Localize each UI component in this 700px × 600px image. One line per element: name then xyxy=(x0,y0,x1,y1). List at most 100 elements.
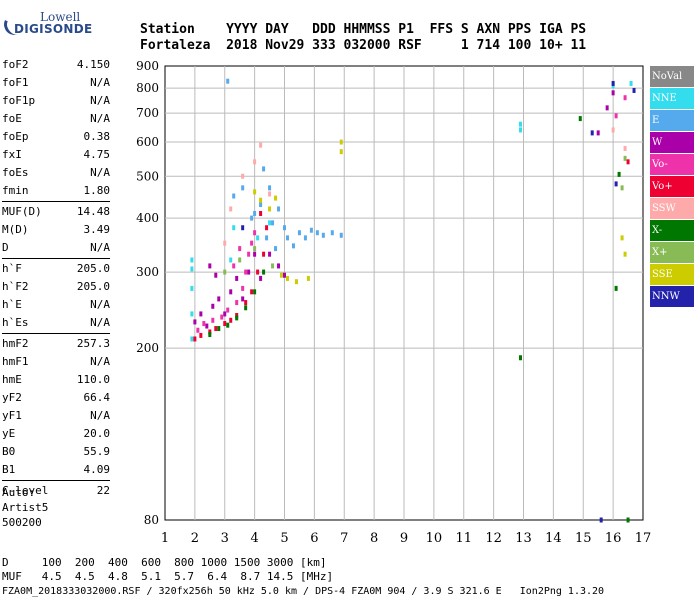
legend-entry: W xyxy=(650,132,694,153)
data-point xyxy=(271,263,275,269)
data-point xyxy=(253,289,257,295)
data-point xyxy=(190,266,194,272)
data-point xyxy=(223,311,227,317)
data-point xyxy=(259,142,263,148)
data-point xyxy=(519,127,523,133)
data-point xyxy=(611,90,615,96)
param-name: B0 xyxy=(2,445,16,458)
data-point xyxy=(238,246,242,252)
param-separator xyxy=(2,480,110,481)
direction-legend: NoVal NNE E W Vo- Vo+ SSW X- X+ SSE NNW xyxy=(650,66,694,308)
data-point xyxy=(196,327,200,333)
data-point xyxy=(605,105,609,111)
param-name: fxI xyxy=(2,148,22,161)
data-point xyxy=(596,130,600,136)
data-point xyxy=(238,257,242,263)
data-point xyxy=(309,227,313,233)
data-point xyxy=(330,230,334,236)
data-point xyxy=(253,251,257,257)
param-value: 110.0 xyxy=(76,373,110,386)
data-point xyxy=(274,195,278,201)
data-point xyxy=(229,317,233,323)
data-point xyxy=(250,215,254,221)
param-name: foF1p xyxy=(2,94,36,107)
y-tick-label: 700 xyxy=(136,106,159,120)
data-point xyxy=(599,517,603,523)
data-point xyxy=(259,202,263,208)
data-point xyxy=(315,230,319,236)
data-point xyxy=(223,321,227,327)
data-point xyxy=(321,232,325,238)
param-name: h`F2 xyxy=(2,280,29,293)
param-value: 66.4 xyxy=(83,391,111,404)
x-tick-label: 7 xyxy=(340,531,348,546)
data-point xyxy=(262,166,266,172)
param-name: h`F xyxy=(2,262,22,275)
param-name: foE xyxy=(2,112,22,125)
param-name: foF1 xyxy=(2,76,29,89)
data-point xyxy=(220,314,224,320)
auto-line: 500200 xyxy=(2,516,42,529)
data-point xyxy=(268,185,272,191)
auto-line: Artist5 xyxy=(2,501,49,514)
data-point xyxy=(268,251,272,257)
data-point xyxy=(285,275,289,281)
data-point xyxy=(205,323,209,329)
param-name: yF2 xyxy=(2,391,22,404)
x-tick-label: 5 xyxy=(280,531,288,546)
data-point xyxy=(226,78,230,84)
y-tick-label: 800 xyxy=(136,81,159,95)
data-point xyxy=(265,235,269,241)
auto-line: Auto: xyxy=(2,486,36,499)
data-point xyxy=(271,220,275,226)
param-name: hmF2 xyxy=(2,337,29,350)
param-name: D xyxy=(2,241,9,254)
data-point xyxy=(259,197,263,203)
data-point xyxy=(262,251,266,257)
data-point xyxy=(590,130,594,136)
x-tick-label: 6 xyxy=(310,531,318,546)
legend-entry: Vo- xyxy=(650,154,694,175)
data-point xyxy=(283,225,286,231)
param-row: B1 4.09 xyxy=(2,461,110,479)
data-point xyxy=(241,285,245,291)
header-labels: Station YYYY DAY DDD HHMMSS P1 FFS S AXN… xyxy=(140,22,587,37)
param-name: MUF(D) xyxy=(2,205,42,218)
data-point xyxy=(632,87,636,93)
param-row: foEs N/A xyxy=(2,164,110,182)
data-point xyxy=(217,326,221,332)
data-point xyxy=(280,272,284,278)
data-point xyxy=(274,246,278,252)
param-row: foEp 0.38 xyxy=(2,128,110,146)
data-point xyxy=(614,181,618,187)
data-point xyxy=(241,296,245,302)
param-name: foF2 xyxy=(2,58,29,71)
param-separator xyxy=(2,201,110,202)
param-row: h`F2 205.0 xyxy=(2,278,110,296)
data-point xyxy=(190,336,194,342)
data-point xyxy=(623,155,627,161)
data-point xyxy=(241,173,245,179)
param-name: foEp xyxy=(2,130,29,143)
data-point xyxy=(253,246,257,252)
logo-line2: DIGISONDE xyxy=(14,22,93,36)
data-point xyxy=(620,235,624,241)
logo-line1: Lowell xyxy=(40,10,81,24)
data-point xyxy=(259,210,263,216)
data-point xyxy=(190,311,194,317)
data-point xyxy=(268,220,272,226)
legend-entry: NNE xyxy=(650,88,694,109)
param-row: foF1p N/A xyxy=(2,92,110,110)
param-row: C-level 22 xyxy=(2,482,110,500)
data-point xyxy=(247,251,251,257)
data-point xyxy=(253,189,257,195)
param-value: 14.48 xyxy=(76,205,110,218)
data-point xyxy=(268,191,272,197)
data-point xyxy=(247,269,251,275)
param-name: yF1 xyxy=(2,409,22,422)
data-point xyxy=(250,240,254,246)
y-tick-label: 600 xyxy=(136,135,159,149)
param-name: yE xyxy=(2,427,16,440)
param-value: 4.09 xyxy=(83,463,111,476)
data-point xyxy=(291,243,295,249)
